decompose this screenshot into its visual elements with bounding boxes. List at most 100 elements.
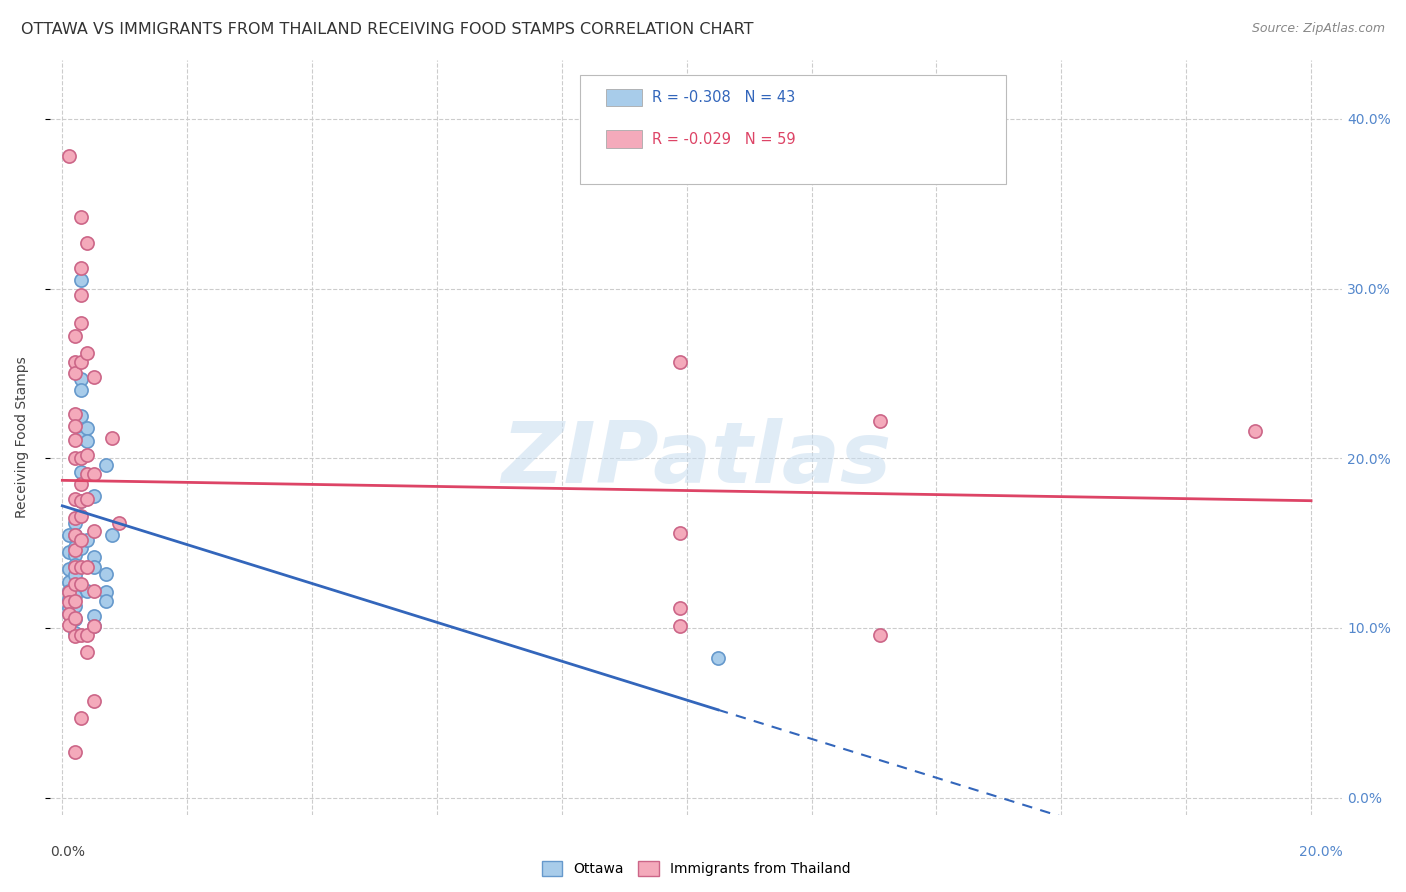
Point: [83, 694, 105, 708]
FancyBboxPatch shape: [606, 88, 641, 106]
Point: [869, 628, 891, 642]
Point: [707, 651, 730, 665]
Point: [63, 367, 86, 381]
Point: [63, 558, 86, 573]
Point: [58, 607, 80, 622]
Point: [63, 629, 86, 643]
Point: [70, 211, 93, 225]
Text: R = -0.029   N = 59: R = -0.029 N = 59: [652, 132, 796, 146]
Point: [76, 491, 98, 506]
Point: [83, 369, 105, 384]
Point: [70, 493, 93, 508]
Point: [63, 611, 86, 625]
Point: [76, 448, 98, 462]
Point: [70, 533, 93, 547]
Point: [63, 599, 86, 613]
Point: [669, 525, 692, 540]
Point: [63, 589, 86, 603]
Point: [1243, 424, 1265, 438]
Point: [76, 628, 98, 642]
Point: [63, 407, 86, 421]
Point: [76, 467, 98, 481]
Point: [94, 594, 117, 608]
Point: [58, 527, 80, 541]
Point: [669, 600, 692, 615]
Point: [63, 559, 86, 574]
Point: [76, 645, 98, 659]
Point: [70, 431, 93, 445]
Text: Source: ZipAtlas.com: Source: ZipAtlas.com: [1251, 22, 1385, 36]
Point: [63, 510, 86, 524]
Point: [101, 431, 124, 445]
FancyBboxPatch shape: [579, 75, 1007, 184]
Point: [63, 329, 86, 343]
Text: ZIPatlas: ZIPatlas: [501, 418, 891, 501]
Point: [76, 235, 98, 250]
Point: [70, 533, 93, 547]
Point: [63, 568, 86, 582]
Point: [70, 451, 93, 466]
Point: [70, 628, 93, 642]
Point: [869, 414, 891, 428]
Point: [70, 577, 93, 591]
Point: [669, 619, 692, 633]
Point: [94, 458, 117, 472]
Point: [76, 346, 98, 360]
Point: [58, 583, 80, 598]
Point: [669, 354, 692, 368]
Point: [70, 384, 93, 398]
Point: [63, 516, 86, 530]
Point: [70, 559, 93, 574]
Point: [63, 540, 86, 554]
Y-axis label: Receiving Food Stamps: Receiving Food Stamps: [15, 356, 30, 518]
Point: [58, 607, 80, 622]
Point: [70, 711, 93, 725]
Point: [83, 549, 105, 564]
Point: [58, 617, 80, 632]
Point: [76, 559, 98, 574]
Point: [101, 527, 124, 541]
Point: [63, 548, 86, 562]
Legend: Ottawa, Immigrants from Thailand: Ottawa, Immigrants from Thailand: [534, 855, 858, 883]
Point: [76, 583, 98, 598]
Point: [70, 316, 93, 330]
Point: [94, 566, 117, 581]
Point: [58, 544, 80, 558]
Point: [83, 467, 105, 481]
Point: [70, 476, 93, 491]
Point: [76, 421, 98, 435]
Point: [83, 619, 105, 633]
Point: [63, 577, 86, 591]
Point: [83, 524, 105, 539]
Point: [58, 592, 80, 607]
Point: [63, 419, 86, 434]
Point: [70, 493, 93, 508]
Point: [58, 595, 80, 609]
Point: [83, 609, 105, 624]
Point: [63, 626, 86, 640]
Point: [63, 745, 86, 759]
Point: [70, 409, 93, 423]
Point: [63, 527, 86, 541]
Point: [70, 288, 93, 302]
Point: [76, 434, 98, 449]
Point: [63, 354, 86, 368]
Point: [70, 354, 93, 368]
Text: 20.0%: 20.0%: [1299, 845, 1343, 859]
Point: [58, 575, 80, 590]
Point: [70, 541, 93, 556]
Point: [63, 451, 86, 466]
Point: [63, 433, 86, 447]
Text: R = -0.308   N = 43: R = -0.308 N = 43: [652, 90, 796, 105]
Point: [63, 542, 86, 557]
Point: [63, 578, 86, 592]
Point: [70, 273, 93, 287]
Point: [83, 489, 105, 503]
Point: [63, 491, 86, 506]
Point: [70, 465, 93, 479]
Point: [83, 559, 105, 574]
Point: [76, 533, 98, 547]
Point: [83, 583, 105, 598]
Point: [58, 600, 80, 615]
Point: [63, 527, 86, 541]
